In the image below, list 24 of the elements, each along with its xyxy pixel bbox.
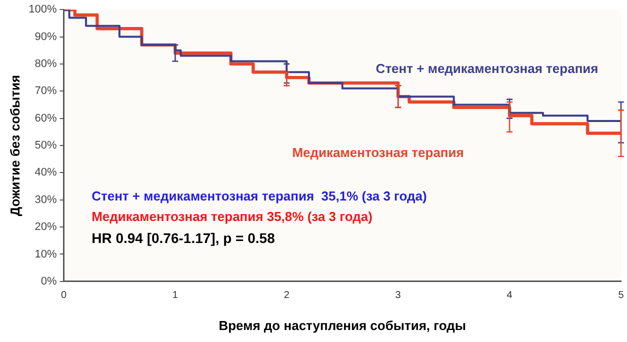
annotation: Медикаментозная терапия 35,8% (за 3 года) — [92, 209, 372, 224]
annotation: Стент + медикаментозная терапия 35,1% (за 3 года) — [92, 188, 427, 204]
x-tick-label: 5 — [618, 290, 624, 302]
text: Медикаментозная терапия — [292, 145, 464, 160]
series-label: Стент + медикаментозная терапия — [376, 60, 598, 76]
y-tick-label: 100% — [28, 4, 57, 16]
y-axis-title: Дожитие без события — [7, 74, 22, 216]
y-tick-label: 50% — [34, 140, 57, 152]
y-tick-label: 80% — [34, 58, 57, 70]
x-tick-label: 0 — [60, 290, 67, 302]
annotation: HR 0.94 [0.76-1.17], p = 0.58 — [92, 230, 276, 246]
y-tick-label: 0% — [40, 275, 57, 288]
y-tick-label: 70% — [34, 85, 57, 98]
y-tick-label: 60% — [34, 112, 57, 124]
y-tick-label: 40% — [34, 166, 57, 179]
x-tick-label: 1 — [172, 290, 178, 302]
y-tick-label: 10% — [34, 248, 57, 260]
x-tick-label: 4 — [506, 290, 513, 302]
y-tick-label: 20% — [34, 221, 57, 234]
y-tick-label: 30% — [34, 194, 57, 206]
x-axis-title: Время до наступления события, годы — [218, 318, 466, 333]
x-tick-label: 2 — [284, 290, 290, 302]
x-tick-label: 3 — [395, 290, 402, 302]
y-tick-label: 90% — [34, 30, 57, 43]
